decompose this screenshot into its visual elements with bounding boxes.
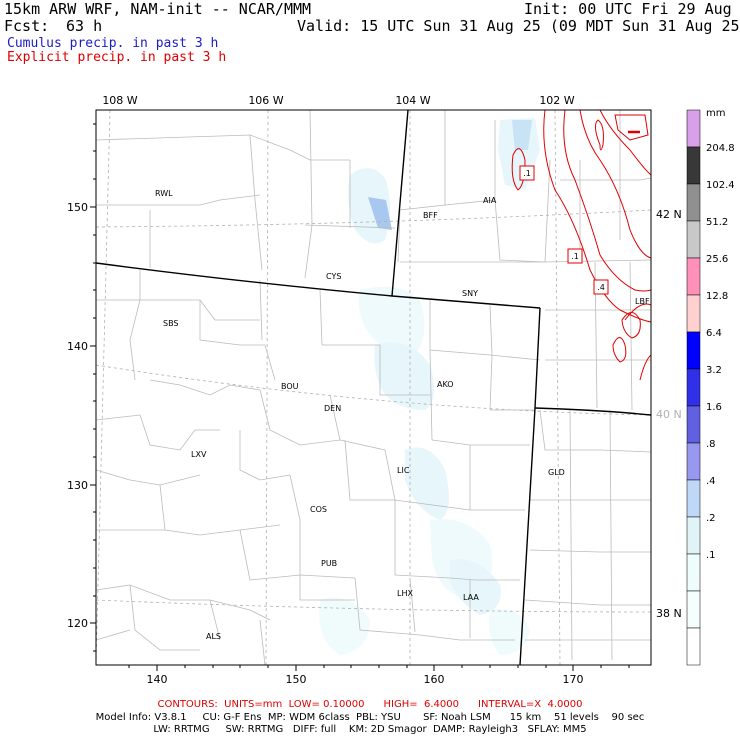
right-lat-label: 38 N (656, 607, 682, 620)
colorbar-label: 25.6 (706, 254, 728, 265)
city-label: LHX (397, 589, 413, 598)
bottom-tick-label: 150 (286, 673, 307, 686)
map-title: 15km ARW WRF, NAM-init -- NCAR/MMM (4, 0, 312, 18)
colorbar-swatch (686, 257, 701, 296)
city-label: SNY (462, 289, 478, 298)
colorbar-swatch (686, 553, 701, 592)
city-label: PUB (321, 559, 337, 568)
valid-time: Valid: 15 UTC Sun 31 Aug 25 (09 MDT Sun … (297, 17, 740, 35)
init-time: Init: 00 UTC Fri 29 Aug 25 (524, 0, 740, 18)
right-lat-label: 40 N (656, 408, 682, 421)
top-lon-label: 102 W (539, 94, 574, 107)
forecast-label: Fcst: (4, 17, 50, 35)
colorbar-swatch (686, 516, 701, 555)
colorbar: mm 204.8 102.4 51.2 25.6 12.8 6.4 3.2 1.6 .8 .4 .2… (686, 108, 735, 666)
model-info-2: LW: RRTMG SW: RRTMG DIFF: full KM: 2D Sm… (153, 724, 587, 735)
city-label: LXV (191, 450, 207, 459)
colorbar-label: 51.2 (706, 217, 728, 228)
precip-shading (319, 118, 540, 655)
city-label: SBS (163, 319, 179, 328)
colorbar-swatch (686, 442, 701, 481)
city-label: COS (310, 505, 327, 514)
legend-cumulus: Cumulus precip. in past 3 h (7, 36, 219, 51)
bottom-tick-label: 170 (563, 673, 584, 686)
contour-label: .4 (597, 283, 605, 292)
city-label: LBF (635, 297, 650, 306)
city-label: GLD (548, 468, 565, 477)
contour-label: .1 (523, 169, 531, 178)
colorbar-swatch (686, 590, 701, 629)
forecast-hour: 63 h (66, 17, 103, 35)
colorbar-swatch (686, 294, 701, 333)
colorbar-swatch (686, 405, 701, 444)
colorbar-swatch (686, 220, 701, 259)
model-info: Model Info: V3.8.1 CU: G-F Ens MP: WDM 6… (95, 712, 645, 723)
city-label: AIA (483, 196, 497, 205)
colorbar-label: .1 (706, 550, 716, 561)
right-lat-label: 42 N (656, 208, 682, 221)
colorbar-label: 3.2 (706, 365, 722, 376)
colorbar-label: 1.6 (706, 402, 722, 413)
city-label: RWL (155, 189, 173, 198)
colorbar-unit: mm (706, 108, 725, 119)
city-label: BOU (281, 382, 299, 391)
graticule (96, 110, 651, 665)
city-label: BFF (423, 211, 438, 220)
explicit-precip-contours (511, 110, 651, 381)
axis-labels: 108 W 106 W 104 W 102 W 150 140 130 120 … (67, 94, 682, 686)
colorbar-label: 102.4 (706, 180, 735, 191)
city-label: CYS (326, 272, 341, 281)
map-frame (95, 109, 652, 666)
left-tick-label: 130 (67, 479, 88, 492)
contours-info: CONTOURS: UNITS=mm LOW= 0.10000 HIGH= 6.… (157, 699, 583, 710)
top-lon-label: 108 W (102, 94, 137, 107)
colorbar-label: 204.8 (706, 143, 735, 154)
colorbar-label: 6.4 (706, 328, 722, 339)
colorbar-swatch (686, 368, 701, 407)
bottom-tick-label: 160 (424, 673, 445, 686)
top-lon-label: 106 W (248, 94, 283, 107)
colorbar-swatch (686, 331, 701, 370)
colorbar-swatch (686, 627, 701, 666)
axis-ticks (90, 123, 630, 671)
colorbar-label: .8 (706, 439, 716, 450)
colorbar-label: .2 (706, 513, 716, 524)
left-tick-label: 140 (67, 340, 88, 353)
bottom-tick-label: 140 (147, 673, 168, 686)
contour-label: .1 (571, 252, 579, 261)
legend-explicit: Explicit precip. in past 3 h (7, 50, 227, 65)
map-content: .1 .1 .4 RWL BFF AIA CYS SNY SBS LBF BOU… (96, 110, 651, 665)
state-lines (96, 110, 651, 665)
city-label: DEN (324, 404, 341, 413)
colorbar-label: 12.8 (706, 291, 728, 302)
colorbar-swatch (686, 183, 701, 222)
colorbar-swatch (686, 479, 701, 518)
top-lon-label: 104 W (395, 94, 430, 107)
left-tick-label: 150 (67, 201, 88, 214)
city-label: ALS (206, 632, 221, 641)
city-label: LIC (397, 466, 410, 475)
colorbar-swatch (686, 146, 701, 185)
city-label: AKO (437, 380, 454, 389)
colorbar-label: .4 (706, 476, 716, 487)
contour-label-group: .1 .1 .4 (519, 165, 609, 295)
left-tick-label: 120 (67, 617, 88, 630)
city-label: LAA (463, 593, 479, 602)
colorbar-swatch (686, 109, 701, 148)
city-labels: RWL BFF AIA CYS SNY SBS LBF BOU DEN AKO … (155, 189, 650, 641)
